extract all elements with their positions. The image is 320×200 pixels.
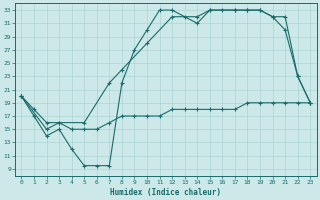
X-axis label: Humidex (Indice chaleur): Humidex (Indice chaleur) <box>110 188 221 197</box>
